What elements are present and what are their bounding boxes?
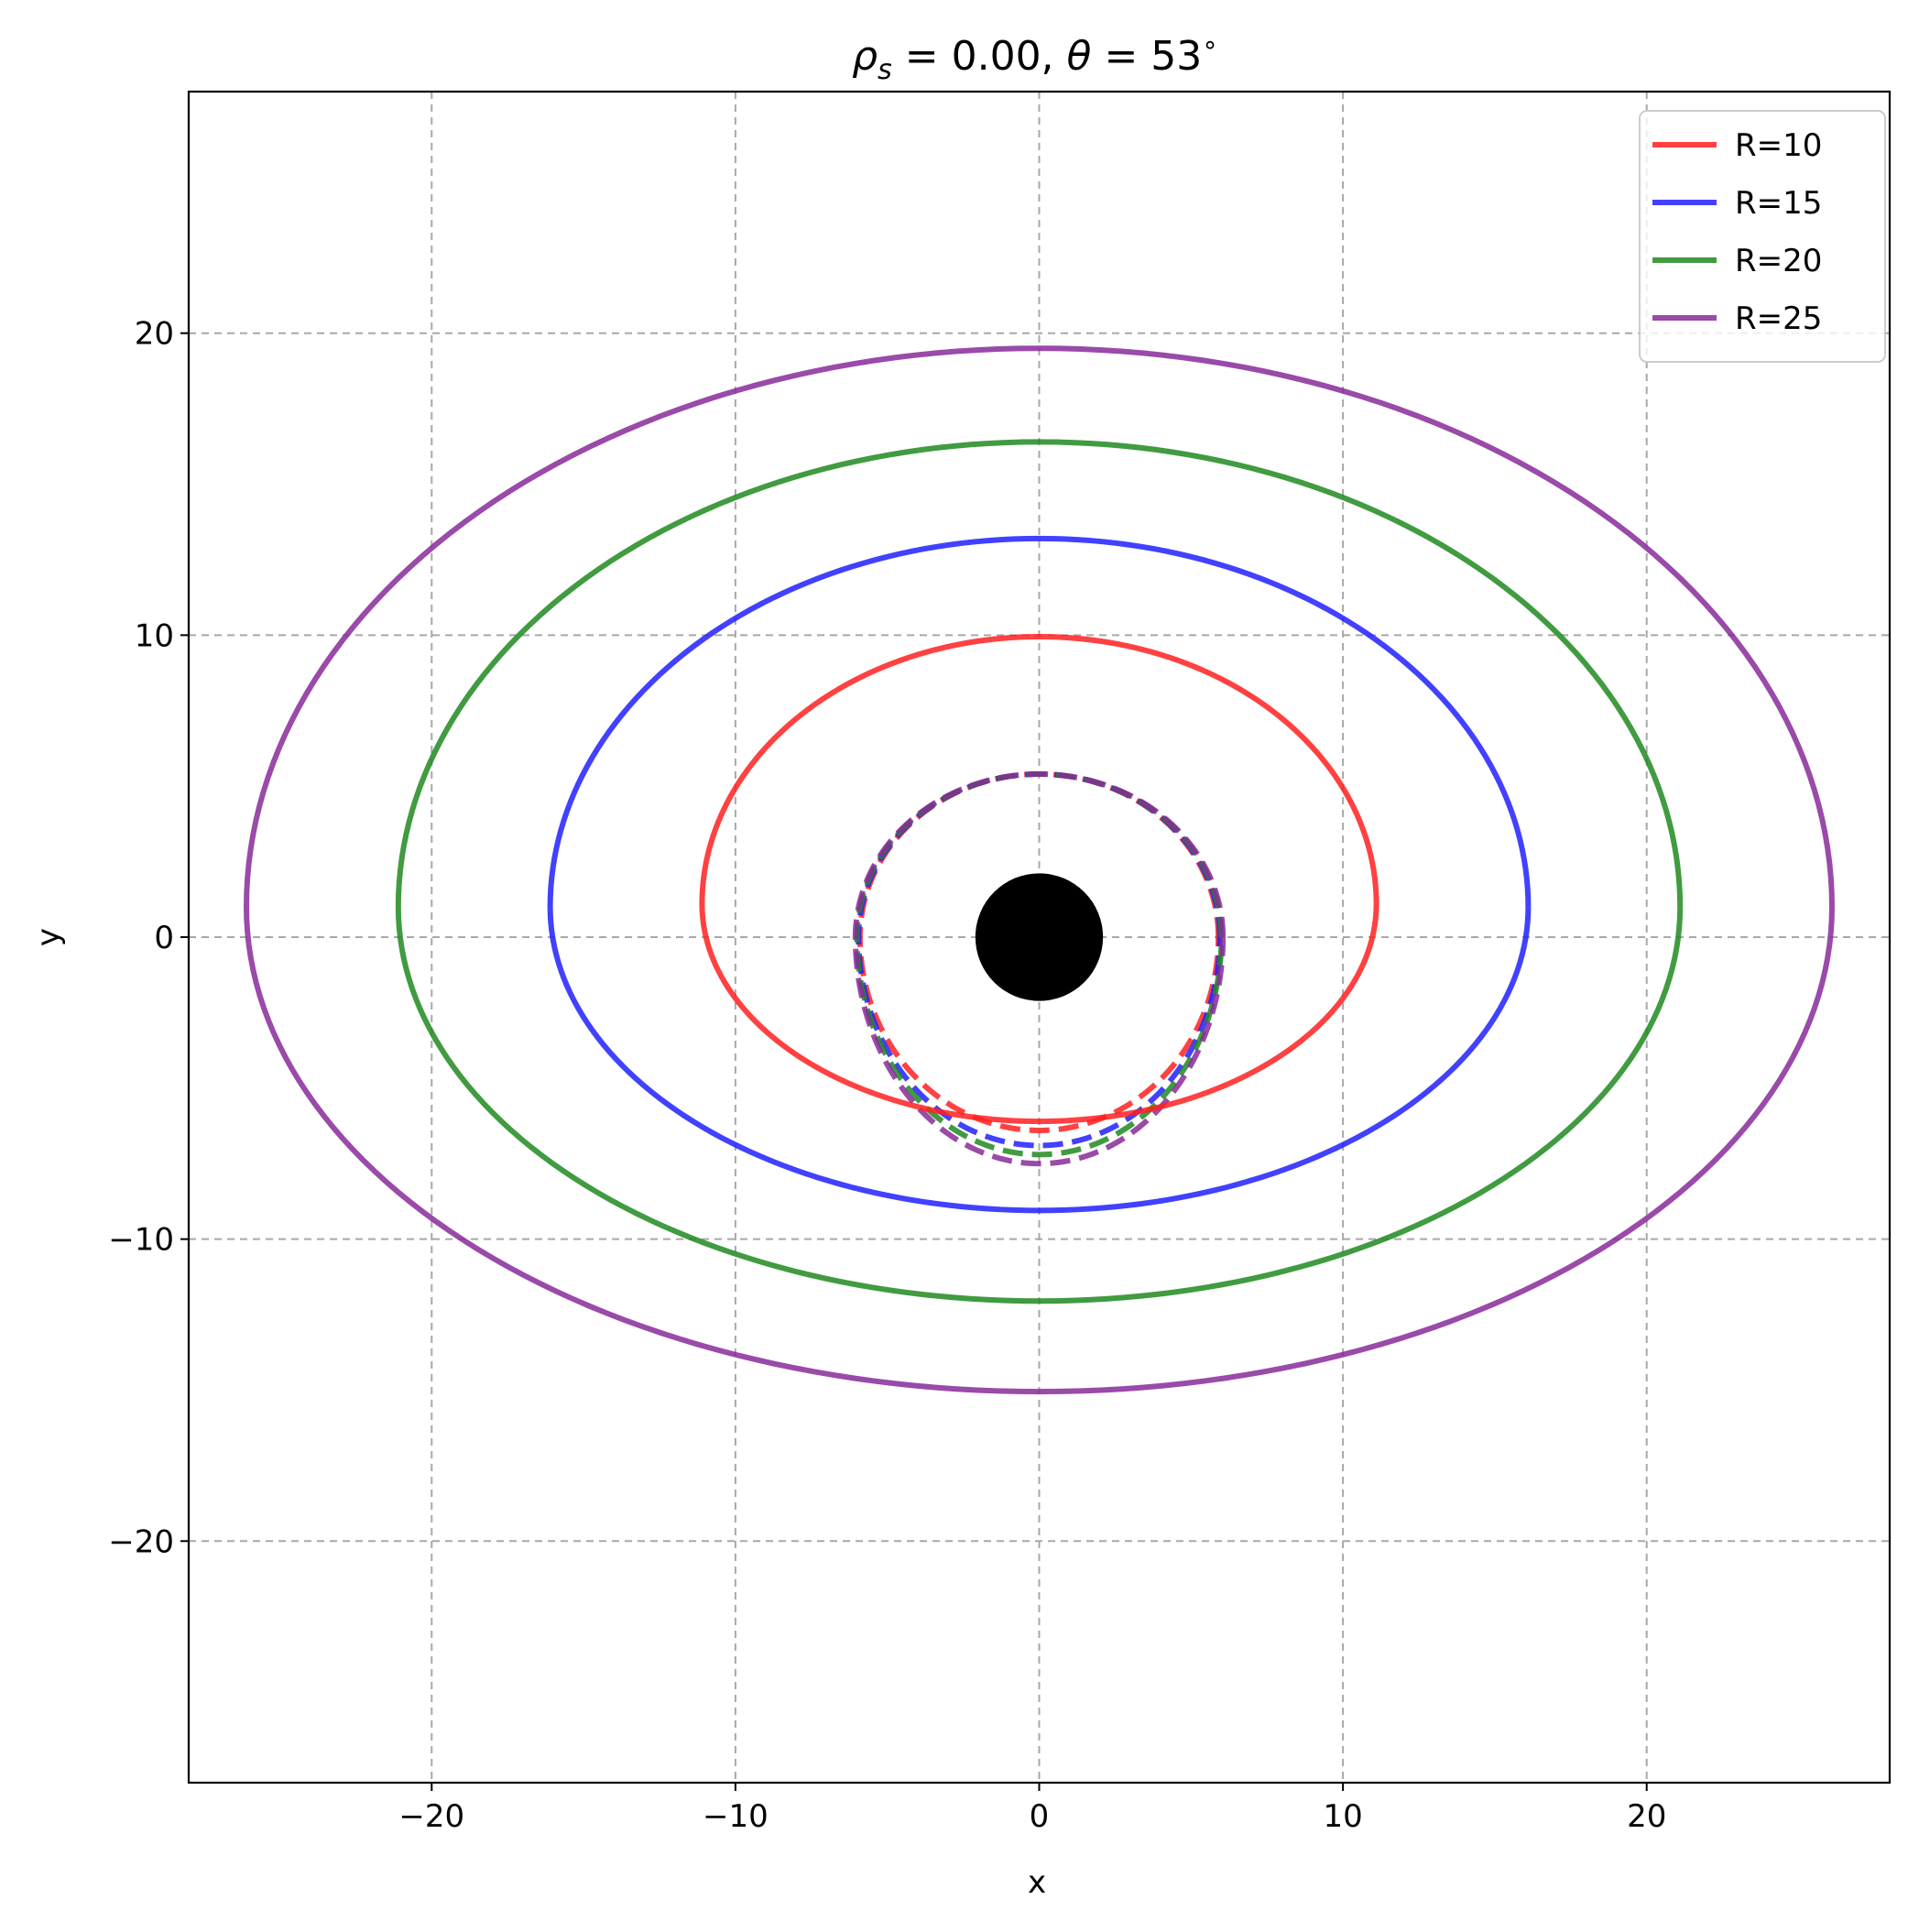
y-tick-label: 10 — [135, 617, 174, 654]
secondary-image-r-25 — [852, 770, 1227, 1167]
legend-label: R=10 — [1735, 127, 1822, 164]
direct-image-r-20 — [395, 439, 1684, 1304]
direct-image-r-25 — [244, 345, 1835, 1395]
x-tick-label: −10 — [703, 1798, 769, 1835]
y-tick-label: 20 — [135, 316, 174, 353]
legend-box — [1639, 110, 1886, 363]
x-tick-label: 20 — [1627, 1798, 1666, 1835]
y-axis-label: y — [30, 928, 67, 946]
y-tick-label: −20 — [108, 1523, 174, 1560]
x-axis-label: x — [1028, 1864, 1046, 1901]
central-black-hole — [975, 873, 1104, 1001]
axis-ticks: −20 −10 0 10 20 −20 −10 0 10 20 — [108, 316, 1666, 1835]
x-tick-label: 10 — [1323, 1798, 1362, 1835]
chart-title: ρs = 0.00, θ = 53∘ — [852, 29, 1218, 86]
y-tick-label: 0 — [154, 920, 174, 956]
axes-frame — [187, 90, 1892, 1785]
legend-label: R=20 — [1735, 243, 1822, 279]
plot-area — [244, 345, 1835, 1395]
legend: R=10 R=15 R=20 R=25 — [1639, 110, 1886, 363]
y-tick-label: −10 — [108, 1222, 174, 1259]
legend-label: R=25 — [1735, 300, 1822, 337]
x-tick-label: −20 — [398, 1798, 464, 1835]
x-tick-label: 0 — [1030, 1798, 1050, 1835]
legend-label: R=15 — [1735, 185, 1822, 222]
direct-image-r-15 — [547, 535, 1532, 1214]
direct-image-r-10 — [699, 634, 1379, 1125]
